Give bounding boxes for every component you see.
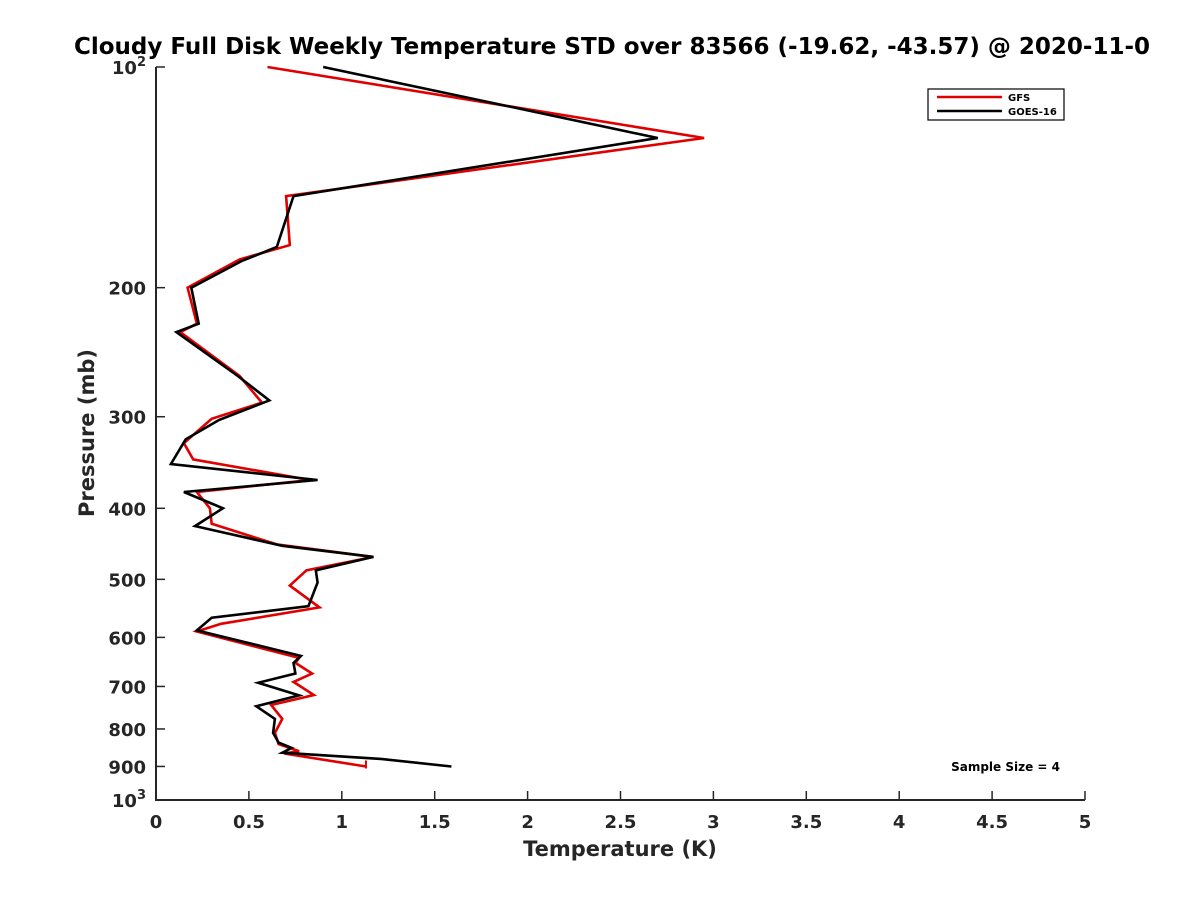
- x-tick-label: 1: [336, 812, 349, 833]
- y-axis-label: Pressure (mb): [75, 349, 99, 517]
- axis-ticks: 0 0.5 1 1.5 2 2.5 3 3.5 4 4.5 5 102 200 300 400 500 600 7…: [108, 55, 1091, 833]
- x-axis-label: Temperature (K): [523, 837, 717, 861]
- x-tick-label: 4.5: [976, 812, 1008, 833]
- y-tick-label: 200: [108, 279, 146, 300]
- chart-title: Cloudy Full Disk Weekly Temperature STD …: [74, 34, 1150, 60]
- y-tick-label: 102: [112, 55, 146, 79]
- x-tick-label: 1.5: [419, 812, 451, 833]
- legend-box: [927, 88, 1065, 121]
- x-tick-label: 2.5: [605, 812, 637, 833]
- y-tick-label: 700: [108, 677, 146, 698]
- y-tick-label: 500: [108, 570, 146, 591]
- x-tick-label: 0.5: [233, 812, 265, 833]
- plot-area: [168, 65, 705, 769]
- y-tick-label: 800: [108, 720, 146, 741]
- y-tick-label: 600: [108, 628, 146, 649]
- y-tick-label: 300: [108, 408, 146, 429]
- x-tick-label: 3.5: [790, 812, 822, 833]
- series-line-goes-16: [168, 65, 658, 768]
- x-tick-label: 3: [707, 812, 720, 833]
- y-tick-label: 400: [108, 499, 146, 520]
- y-tick-label: 900: [108, 757, 146, 778]
- x-tick-label: 5: [1079, 812, 1092, 833]
- legend-label-goes-16: GOES-16: [1008, 107, 1057, 118]
- legend-label-gfs: GFS: [1008, 93, 1030, 104]
- legend: GFS GOES-16: [927, 88, 1065, 121]
- x-tick-label: 0: [150, 812, 163, 833]
- x-tick-label: 2: [521, 812, 534, 833]
- y-tick-label: 103: [112, 788, 146, 812]
- x-tick-label: 4: [893, 812, 906, 833]
- sample-size-annotation: Sample Size = 4: [951, 760, 1060, 774]
